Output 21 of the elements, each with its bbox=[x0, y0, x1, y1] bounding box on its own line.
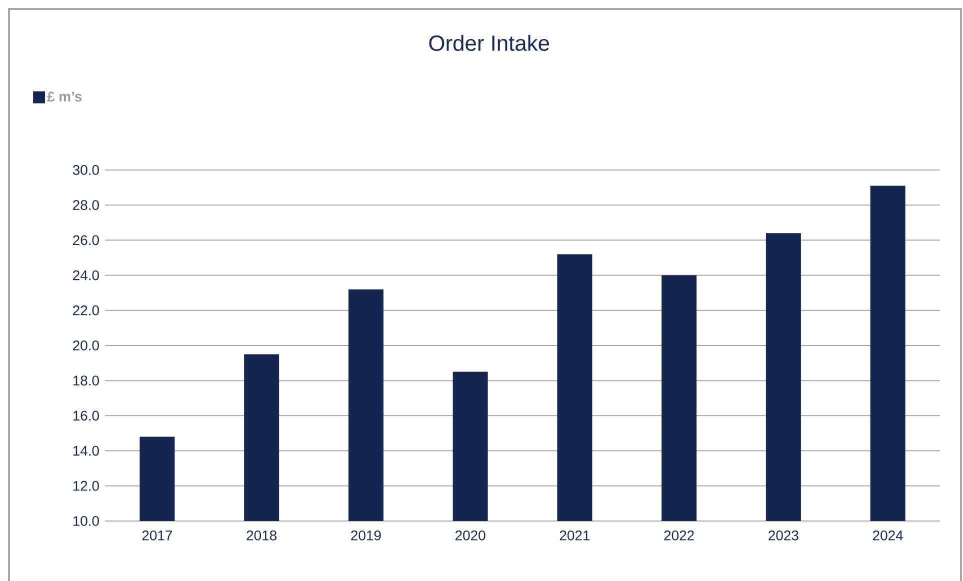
x-tick-label: 2021 bbox=[560, 530, 590, 540]
y-tick-label: 30.0 bbox=[72, 165, 99, 175]
y-tick-label: 10.0 bbox=[73, 516, 99, 526]
x-tick-label: 2018 bbox=[246, 530, 276, 540]
y-tick-label: 26.0 bbox=[73, 235, 99, 246]
y-tick-label: 28.0 bbox=[73, 200, 99, 210]
legend-label: £ m’s bbox=[47, 92, 82, 102]
x-tick-label: 2022 bbox=[664, 530, 694, 540]
y-tick-label: 14.0 bbox=[73, 446, 99, 456]
chart-title: Order Intake bbox=[429, 34, 550, 51]
y-tick-label: 18.0 bbox=[73, 376, 99, 386]
y-tick-label: 22.0 bbox=[73, 305, 99, 316]
y-tick-label: 12.0 bbox=[73, 480, 99, 491]
x-tick-label: 2019 bbox=[351, 530, 381, 540]
x-tick-label: 2017 bbox=[142, 530, 172, 540]
x-tick-label: 2024 bbox=[873, 530, 903, 540]
y-tick-label: 20.0 bbox=[73, 340, 99, 350]
y-tick-label: 16.0 bbox=[73, 410, 99, 421]
x-tick-label: 2023 bbox=[768, 530, 798, 540]
y-tick-label: 24.0 bbox=[73, 270, 99, 280]
x-tick-label: 2020 bbox=[456, 530, 486, 540]
